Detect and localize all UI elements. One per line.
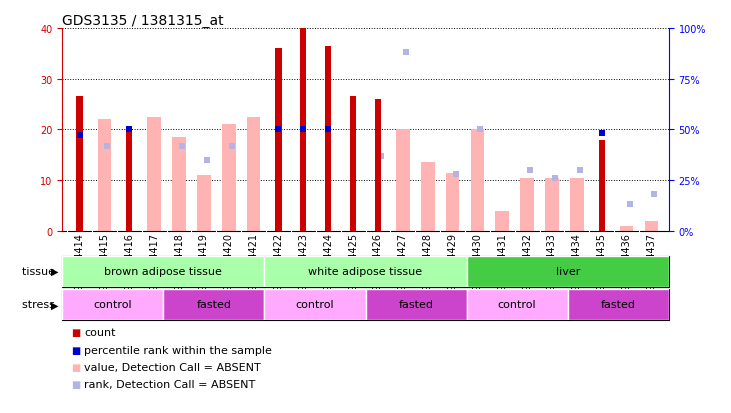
Point (624, 202, 635, 208)
Bar (62, 289, 163, 320)
Text: tissue: tissue (22, 266, 58, 277)
Text: white adipose tissue: white adipose tissue (308, 266, 423, 277)
Bar (222, 125, 235, 231)
Bar (570, 178, 583, 231)
Bar (265, 256, 466, 287)
Bar (247, 117, 260, 231)
Text: ■: ■ (71, 345, 80, 355)
Point (474, 127, 486, 133)
Bar (466, 256, 669, 287)
Bar (545, 178, 558, 231)
Point (648, 192, 660, 198)
Text: GDS3135 / 1381315_at: GDS3135 / 1381315_at (62, 14, 224, 28)
Point (201, 157, 213, 164)
Point (176, 143, 188, 150)
Bar (62, 256, 265, 287)
Point (549, 176, 561, 182)
Text: control: control (94, 299, 132, 310)
Text: value, Detection Call = ABSENT: value, Detection Call = ABSENT (84, 362, 261, 372)
Point (273, 127, 284, 133)
Bar (325, 47, 331, 231)
Text: ▶: ▶ (51, 266, 58, 277)
Point (226, 143, 238, 150)
Bar (466, 289, 568, 320)
Bar (197, 176, 211, 231)
Text: rank, Detection Call = ABSENT: rank, Detection Call = ABSENT (84, 380, 255, 389)
Text: ▶: ▶ (51, 299, 58, 310)
Bar (446, 173, 459, 231)
Text: percentile rank within the sample: percentile rank within the sample (84, 345, 272, 355)
Point (375, 153, 387, 160)
Bar (471, 130, 484, 231)
Bar (366, 289, 466, 320)
Point (574, 167, 586, 174)
Point (450, 171, 461, 178)
Bar (97, 120, 111, 231)
Bar (350, 97, 356, 231)
Text: control: control (498, 299, 537, 310)
Text: brown adipose tissue: brown adipose tissue (105, 266, 222, 277)
Point (298, 127, 309, 133)
Text: fasted: fasted (601, 299, 636, 310)
Bar (276, 49, 281, 231)
Text: stress: stress (22, 299, 58, 310)
Bar (496, 211, 509, 231)
Bar (173, 138, 186, 231)
Bar (163, 289, 265, 320)
Point (102, 143, 113, 150)
Bar (645, 221, 659, 231)
Text: ■: ■ (71, 362, 80, 372)
Bar (148, 117, 161, 231)
Bar (421, 163, 434, 231)
Point (524, 167, 536, 174)
Text: count: count (84, 328, 115, 337)
Text: fasted: fasted (398, 299, 433, 310)
Bar (599, 140, 605, 231)
Bar (375, 100, 381, 231)
Bar (77, 97, 83, 231)
Point (74, 133, 86, 140)
Point (400, 50, 412, 57)
Bar (300, 29, 306, 231)
Bar (520, 178, 534, 231)
Bar (265, 289, 366, 320)
Text: liver: liver (556, 266, 580, 277)
Text: ■: ■ (71, 328, 80, 337)
Bar (568, 289, 669, 320)
Bar (620, 226, 634, 231)
Text: ■: ■ (71, 380, 80, 389)
Bar (126, 133, 132, 231)
Point (322, 127, 334, 133)
Bar (396, 130, 409, 231)
Point (596, 131, 607, 138)
Text: control: control (295, 299, 334, 310)
Point (124, 127, 135, 133)
Text: fasted: fasted (197, 299, 231, 310)
